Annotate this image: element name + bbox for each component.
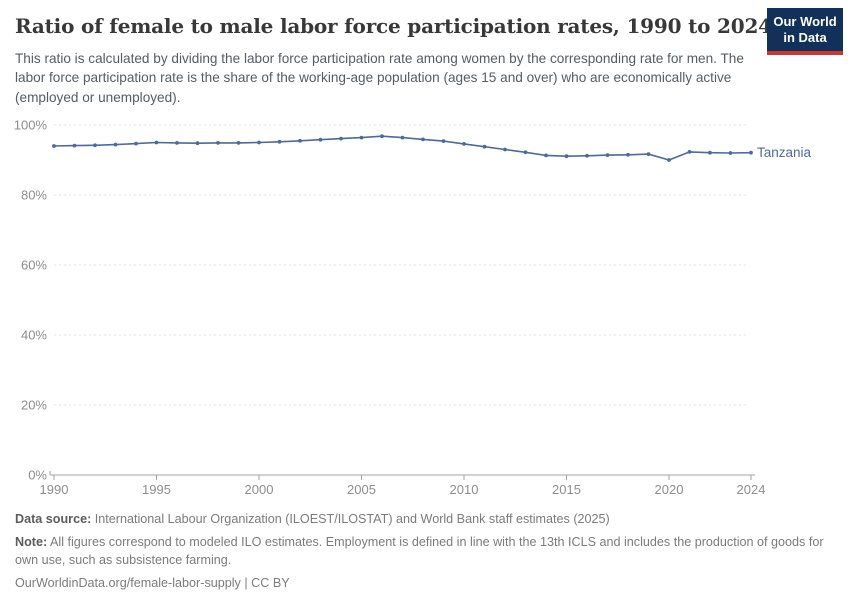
data-point-2021[interactable] bbox=[687, 150, 692, 154]
citation-license: | CC BY bbox=[240, 575, 290, 590]
y-tick-label-100: 100% bbox=[14, 118, 48, 133]
data-point-2007[interactable] bbox=[400, 135, 405, 140]
data-point-1995[interactable] bbox=[154, 140, 159, 145]
data-point-1996[interactable] bbox=[175, 141, 179, 145]
data-point-2014[interactable] bbox=[544, 153, 548, 158]
x-tick-label-2020: 2020 bbox=[655, 482, 684, 497]
note-text: All figures correspond to modeled ILO es… bbox=[15, 534, 824, 567]
data-point-2020[interactable] bbox=[667, 158, 671, 162]
owid-logo[interactable]: Our World in Data bbox=[767, 8, 843, 55]
data-point-2009[interactable] bbox=[441, 139, 446, 144]
data-point-2019[interactable] bbox=[646, 152, 651, 157]
page-title: Ratio of female to male labor force part… bbox=[15, 14, 772, 38]
data-source-label: Data source: bbox=[15, 512, 92, 526]
data-point-1991[interactable] bbox=[72, 143, 77, 148]
data-point-2015[interactable] bbox=[564, 154, 569, 159]
x-tick-label-2015: 2015 bbox=[552, 482, 581, 497]
x-tick-label-2005: 2005 bbox=[347, 482, 376, 497]
x-tick-label-1995: 1995 bbox=[142, 482, 171, 497]
y-tick-label-40: 40% bbox=[21, 328, 47, 343]
y-tick-label-60: 60% bbox=[21, 258, 47, 273]
series-tanzania[interactable] bbox=[52, 134, 753, 162]
series-line-tanzania[interactable] bbox=[53, 135, 752, 161]
data-point-2023[interactable] bbox=[728, 151, 733, 155]
x-tick-label-1990: 1990 bbox=[40, 482, 69, 497]
citation-line: OurWorldinData.org/female-labor-supply |… bbox=[15, 575, 827, 593]
data-point-2022[interactable] bbox=[708, 150, 712, 155]
data-point-2006[interactable] bbox=[380, 134, 384, 139]
data-point-1994[interactable] bbox=[134, 141, 138, 146]
note-line: Note: All figures correspond to modeled … bbox=[15, 534, 827, 570]
owid-logo-line1: Our World bbox=[773, 14, 837, 29]
data-point-2001[interactable] bbox=[277, 139, 282, 144]
data-point-2004[interactable] bbox=[339, 136, 343, 141]
citation-link[interactable]: OurWorldinData.org/female-labor-supply bbox=[15, 575, 241, 590]
data-point-2013[interactable] bbox=[523, 150, 528, 155]
data-point-1992[interactable] bbox=[93, 143, 97, 148]
y-tick-label-20: 20% bbox=[21, 398, 47, 413]
data-point-2000[interactable] bbox=[257, 140, 261, 145]
data-point-1993[interactable] bbox=[113, 142, 118, 147]
data-point-1999[interactable] bbox=[236, 141, 241, 145]
data-point-2018[interactable] bbox=[626, 152, 630, 157]
data-point-2008[interactable] bbox=[421, 137, 425, 142]
data-point-1990[interactable] bbox=[52, 144, 56, 148]
data-point-2003[interactable] bbox=[318, 137, 323, 142]
data-point-1998[interactable] bbox=[216, 141, 220, 145]
x-tick-label-2010: 2010 bbox=[450, 482, 479, 497]
data-point-2005[interactable] bbox=[359, 135, 364, 140]
data-point-2016[interactable] bbox=[585, 153, 589, 158]
data-point-2010[interactable] bbox=[462, 142, 466, 146]
data-source-text: International Labour Organization (ILOES… bbox=[91, 512, 610, 526]
series-label-tanzania[interactable]: Tanzania bbox=[757, 145, 812, 160]
data-point-2011[interactable] bbox=[482, 144, 487, 149]
chart-footer: Data source: International Labour Organi… bbox=[15, 511, 827, 598]
owid-logo-line2: in Data bbox=[783, 29, 827, 45]
chart-subtitle: This ratio is calculated by dividing the… bbox=[15, 51, 744, 105]
data-source-line: Data source: International Labour Organi… bbox=[15, 511, 827, 529]
data-point-2002[interactable] bbox=[298, 138, 302, 143]
x-tick-label-2024: 2024 bbox=[737, 482, 766, 497]
line-chart[interactable]: 0% 20% 40% 60% 80% 100% 1990 1995 2000 2005 2010 20… bbox=[0, 0, 850, 505]
data-point-1997[interactable] bbox=[195, 141, 200, 146]
data-point-2024[interactable] bbox=[749, 150, 753, 155]
data-point-2012[interactable] bbox=[503, 147, 507, 152]
y-tick-label-80: 80% bbox=[21, 188, 47, 203]
x-tick-label-2000: 2000 bbox=[245, 482, 274, 497]
note-label: Note: bbox=[15, 534, 48, 549]
y-tick-label-0: 0% bbox=[28, 468, 47, 483]
data-point-2017[interactable] bbox=[605, 153, 610, 158]
